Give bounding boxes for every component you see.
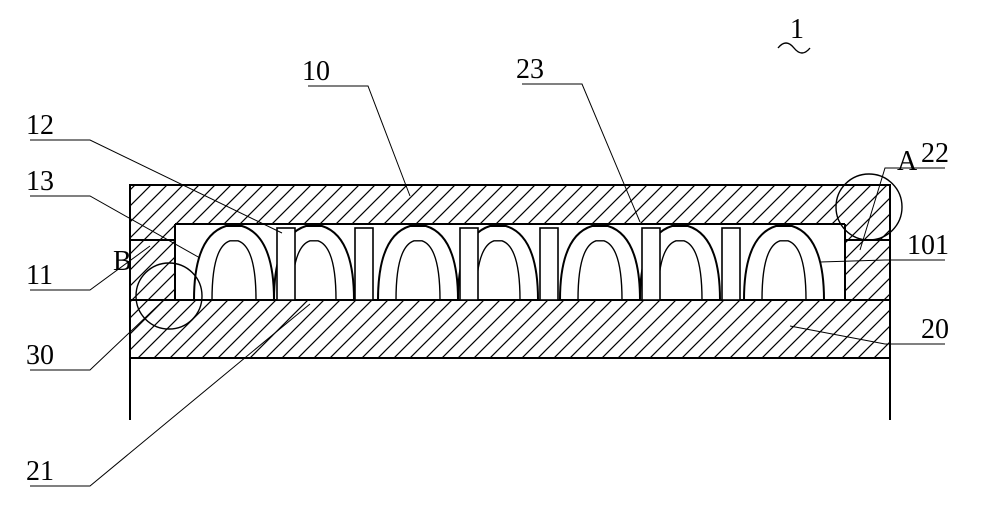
label-30: 30 <box>26 340 54 371</box>
label-13: 13 <box>26 166 54 197</box>
label-23: 23 <box>516 54 544 85</box>
label-20: 20 <box>921 314 949 345</box>
label-101: 101 <box>907 230 949 261</box>
label-22: 22 <box>921 138 949 169</box>
separator <box>540 228 558 300</box>
separator <box>460 228 478 300</box>
lower-body-hatch <box>130 300 890 358</box>
separator <box>355 228 373 300</box>
separator <box>642 228 660 300</box>
leader-line <box>308 86 410 196</box>
label-11: 11 <box>26 260 53 291</box>
label-12: 12 <box>26 110 54 141</box>
label-B: B <box>113 246 132 277</box>
label-21: 21 <box>26 456 54 487</box>
label-A: A <box>897 146 918 177</box>
label-10: 10 <box>302 56 330 87</box>
separator <box>722 228 740 300</box>
separator <box>277 228 295 300</box>
label-assembly-1: 1 <box>790 14 804 45</box>
